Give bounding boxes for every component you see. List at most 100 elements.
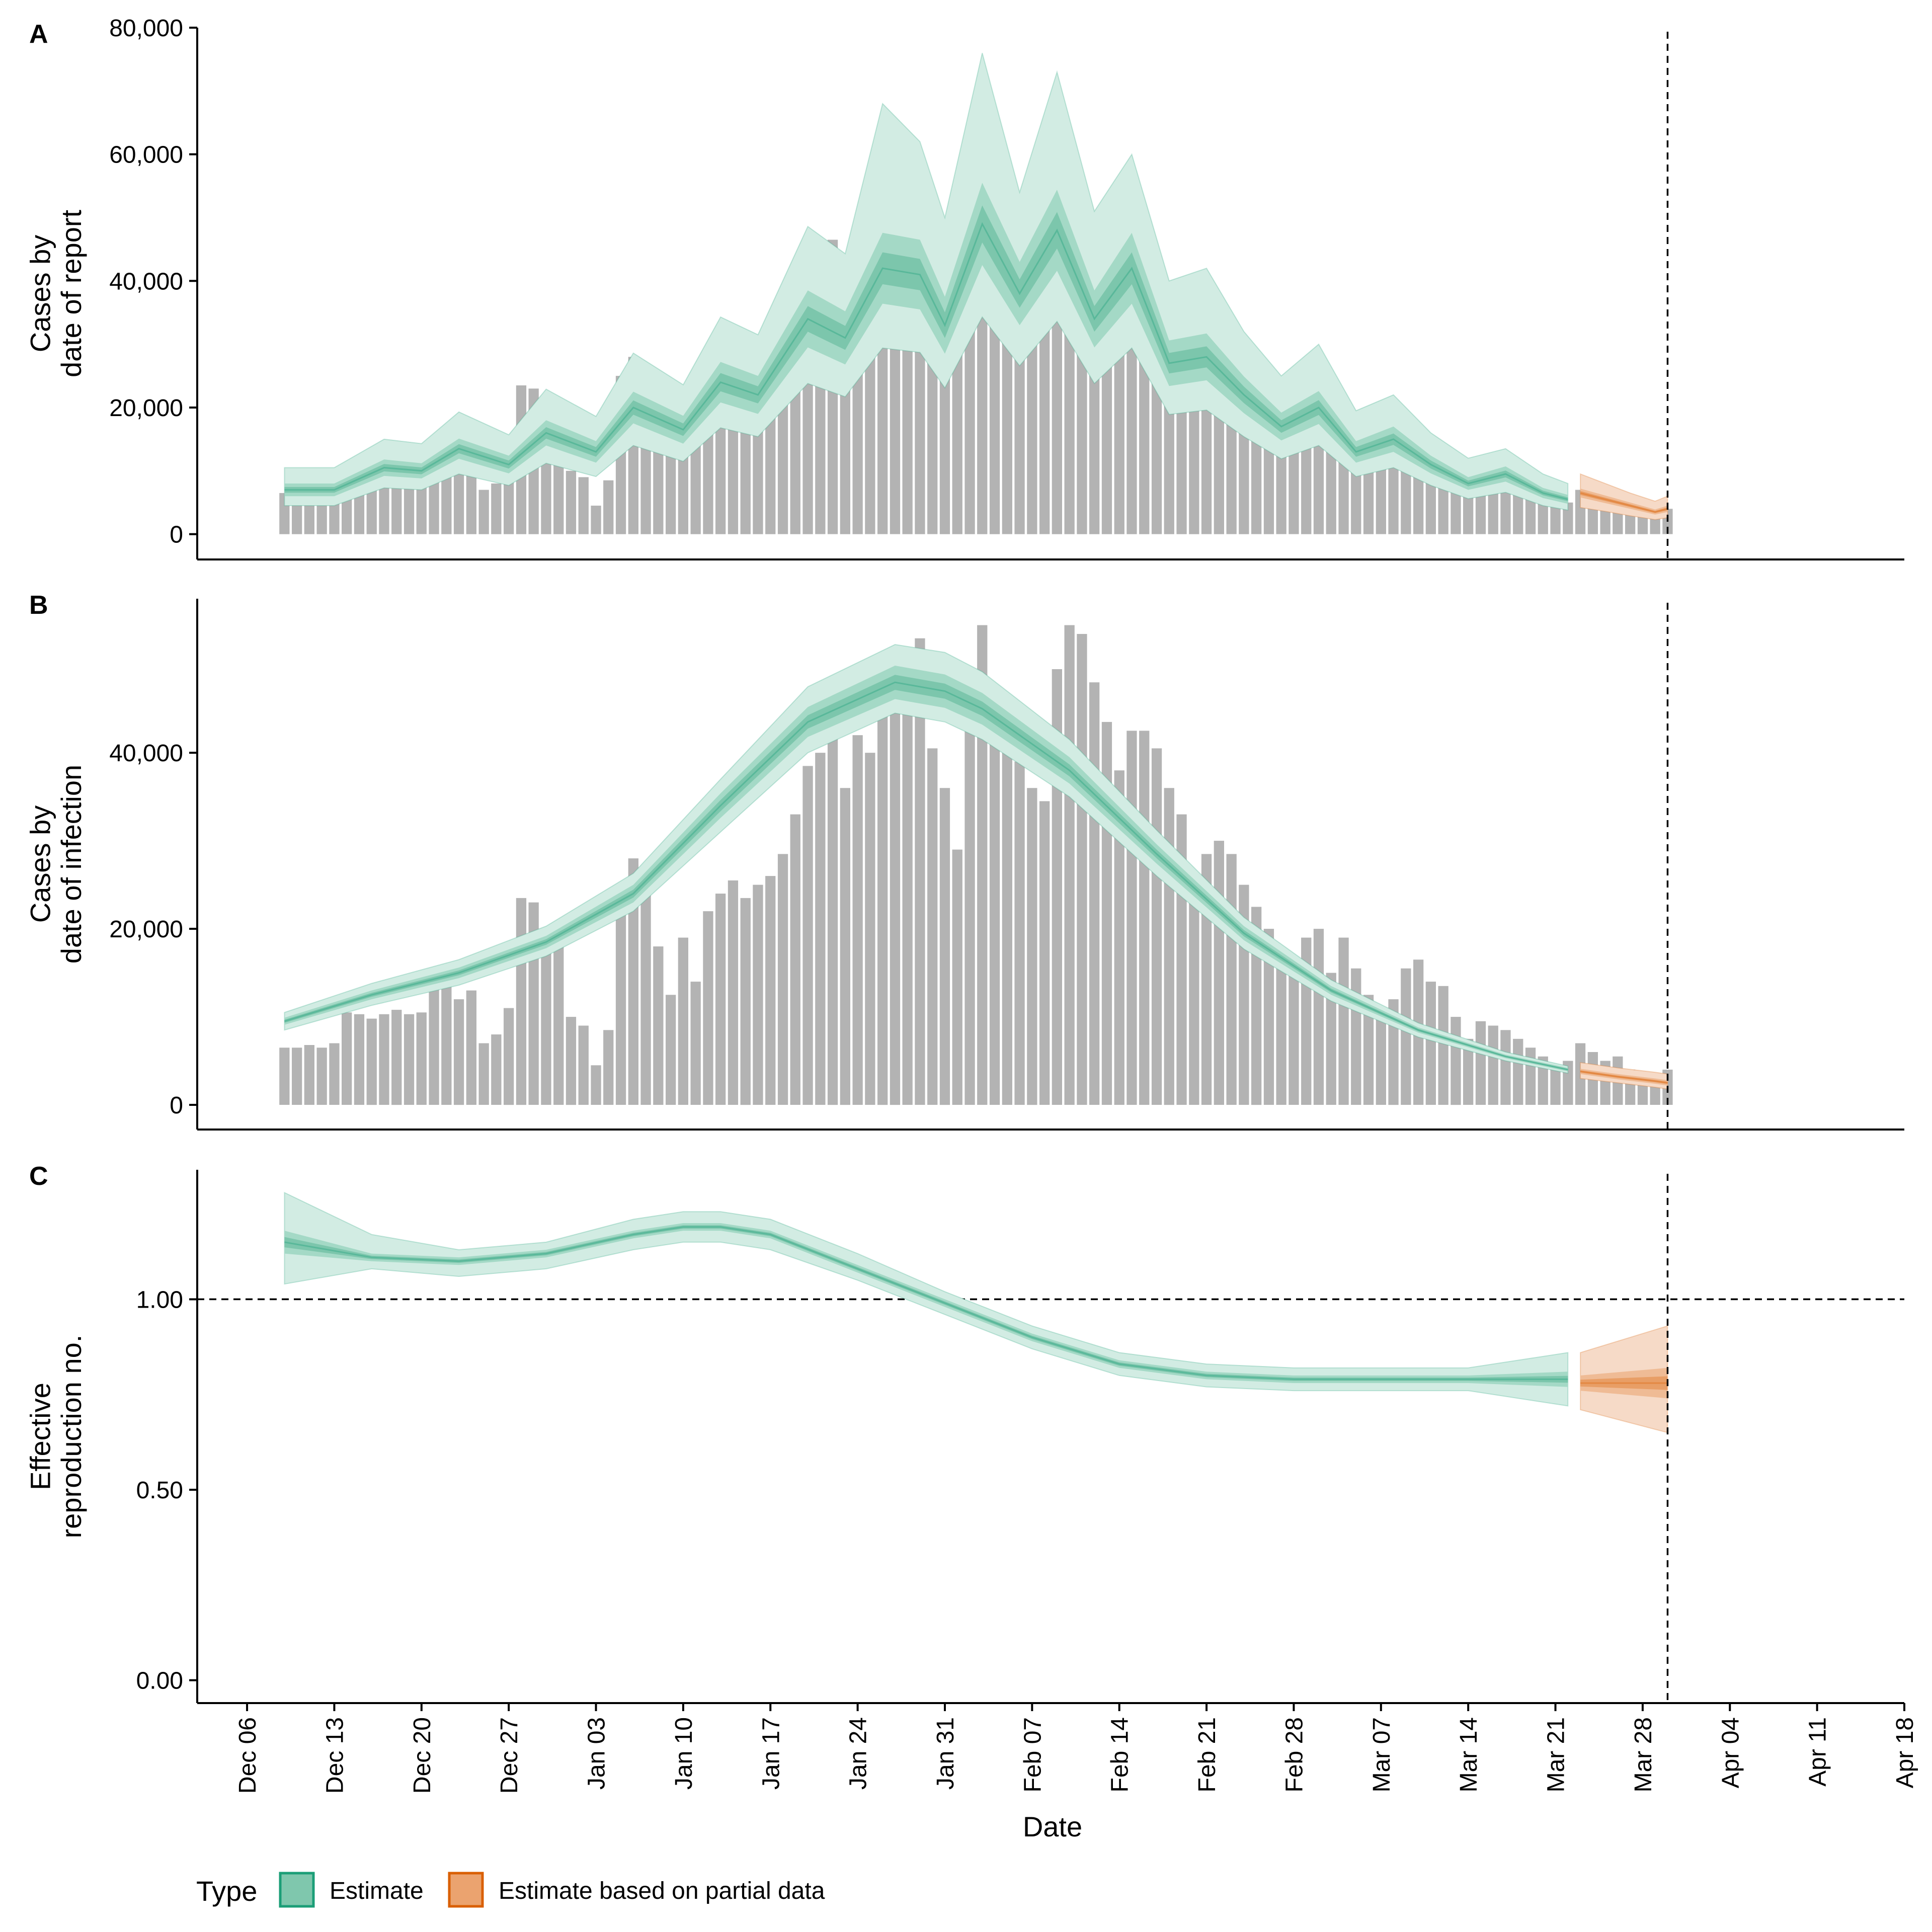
y-tick-label: 0: [170, 522, 183, 548]
observed-bar: [1289, 430, 1299, 534]
x-tick-label: Jan 17: [758, 1717, 784, 1790]
x-tick-label: Mar 28: [1630, 1717, 1657, 1792]
observed-bar: [429, 982, 439, 1105]
legend: Type Estimate Estimate based on partial …: [196, 1872, 825, 1908]
observed-bar: [391, 1010, 402, 1105]
observed-bar: [1214, 841, 1224, 1105]
observed-bar: [453, 999, 464, 1105]
observed-bar: [504, 1008, 514, 1105]
partial-estimate-A-band-20: [1580, 491, 1668, 513]
x-tick-label: Mar 07: [1369, 1717, 1395, 1792]
observed-bar: [404, 1014, 415, 1105]
observed-bar: [678, 937, 688, 1105]
y-axis-title-line: reproduction no.: [55, 1335, 87, 1539]
observed-bar: [1525, 493, 1536, 534]
observed-bar: [1064, 625, 1075, 1105]
observed-bar: [1151, 748, 1162, 1105]
observed-bar: [964, 708, 975, 1105]
y-tick-label: 0: [170, 1092, 183, 1119]
partial-estimate-C-band-20: [1580, 1376, 1668, 1390]
observed-bar: [516, 898, 527, 1105]
x-tick-label: Feb 07: [1019, 1717, 1046, 1792]
y-tick-label: 80,000: [109, 15, 183, 42]
x-tick-label: Jan 24: [845, 1717, 872, 1790]
observed-bar: [877, 695, 888, 1105]
observed-bar: [1114, 770, 1124, 1105]
y-axis-title-A: Cases bydate of report: [25, 210, 88, 378]
observed-bar: [1002, 753, 1012, 1105]
observed-bar: [1326, 439, 1336, 534]
observed-bar: [915, 638, 925, 1105]
x-tick-label: Apr 11: [1805, 1717, 1831, 1787]
observed-bar: [1563, 502, 1573, 534]
observed-bar: [1475, 1021, 1486, 1105]
observed-bar: [703, 911, 713, 1105]
observed-bar: [666, 995, 676, 1105]
observed-bar: [1027, 788, 1037, 1105]
observed-bar: [1276, 964, 1286, 1105]
y-axis-title-C: Effectivereproduction no.: [25, 1335, 88, 1539]
observed-bar: [1189, 884, 1199, 1105]
observed-bar: [541, 937, 551, 1105]
observed-bar: [566, 1017, 577, 1105]
panel-A: A Cases bydate of report 0 20,000 40,000 60,0…: [25, 15, 1904, 560]
observed-bar: [466, 990, 476, 1105]
observed-bar: [765, 876, 776, 1105]
observed-bar: [815, 753, 826, 1105]
observed-bar: [292, 1048, 302, 1105]
observed-bar: [578, 1025, 589, 1105]
estimate-A-band-20: [284, 205, 1568, 502]
observed-bar: [840, 788, 850, 1105]
observed-bar: [952, 849, 962, 1105]
observed-bar: [1338, 937, 1349, 1105]
observed-bar: [952, 350, 962, 534]
legend-swatch-estimate: [279, 1872, 315, 1908]
x-tick-label: Dec 20: [409, 1717, 436, 1794]
observed-bar: [615, 884, 626, 1105]
observed-bar: [1363, 995, 1374, 1105]
observed-bar: [1550, 506, 1561, 534]
y-tick-label: 20,000: [109, 395, 183, 422]
observed-bar: [578, 477, 589, 534]
observed-bar: [1637, 515, 1648, 534]
observed-bar: [1488, 1025, 1498, 1105]
observed-bar: [802, 766, 813, 1105]
observed-bar: [279, 1048, 290, 1105]
observed-bar: [666, 455, 676, 534]
y-axis-title-line: date of infection: [55, 765, 87, 963]
y-tick-label: 0.50: [136, 1477, 183, 1504]
observed-bar: [1326, 973, 1336, 1105]
observed-bar: [939, 788, 950, 1105]
observed-bar: [1263, 929, 1274, 1105]
observed-bar: [1376, 1012, 1386, 1105]
observed-bar: [603, 1030, 614, 1105]
observed-bar: [1513, 1038, 1523, 1105]
observed-bar: [1500, 1030, 1511, 1105]
x-axis-title: Date: [1023, 1811, 1082, 1842]
observed-bar: [715, 894, 726, 1105]
observed-bar: [890, 695, 901, 1105]
estimate-B-median-line: [284, 681, 1568, 1071]
x-tick-label: Jan 03: [584, 1717, 610, 1790]
observed-bar: [1351, 968, 1361, 1105]
x-tick-label: Dec 13: [321, 1717, 348, 1794]
observed-bar: [342, 1012, 352, 1105]
panel-letter-C: C: [29, 1162, 48, 1191]
y-tick-label: 1.00: [136, 1286, 183, 1313]
estimate-B-band-90: [284, 643, 1569, 1074]
panel-B: B Cases bydate of infection 0 20,000 40,000: [25, 591, 1904, 1131]
observed-bar: [1438, 986, 1448, 1105]
observed-bar: [1027, 306, 1037, 534]
observed-bar: [366, 1018, 377, 1105]
x-tick-label: Feb 21: [1194, 1717, 1221, 1792]
observed-bar: [304, 1045, 314, 1105]
y-axis-title-line: Cases by: [25, 806, 56, 923]
observed-bar: [1376, 467, 1386, 534]
x-tick-label: Apr 18: [1892, 1717, 1918, 1788]
partial-estimate-B-band-20: [1580, 1070, 1668, 1084]
observed-bar: [728, 880, 739, 1105]
y-tick-label: 40,000: [109, 740, 183, 767]
observed-bar: [603, 480, 614, 534]
